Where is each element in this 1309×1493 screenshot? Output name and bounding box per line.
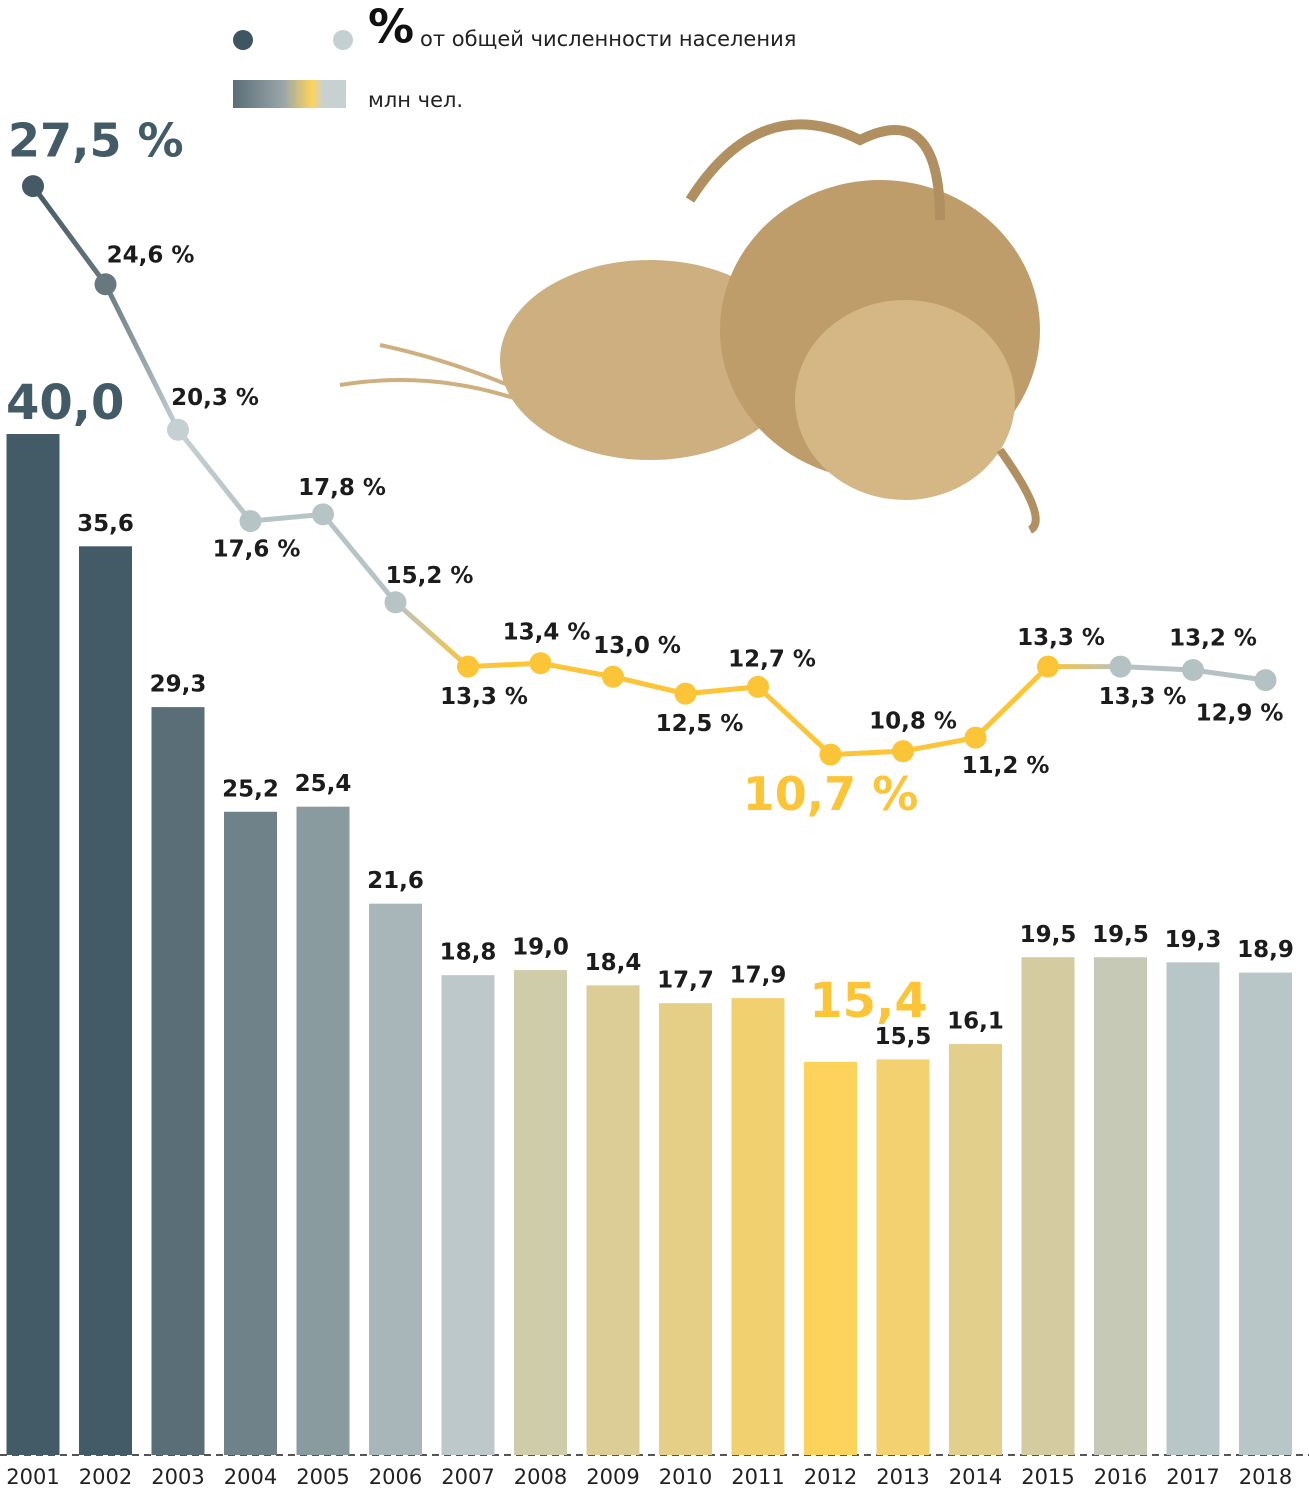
line-label: 15,2 %: [386, 563, 474, 589]
bar-label: 16,1: [947, 1009, 1004, 1035]
x-tick-label: 2017: [1166, 1465, 1219, 1489]
x-tick-label: 2001: [6, 1465, 59, 1489]
line-label: 13,2 %: [1169, 625, 1257, 651]
line-label: 13,3 %: [1017, 625, 1105, 651]
line-label: 13,3 %: [1099, 684, 1187, 710]
legend-swatch: [233, 80, 346, 108]
bar-label: 35,6: [77, 511, 134, 537]
line-point: [675, 683, 697, 705]
bar: [79, 546, 132, 1455]
line-point: [747, 676, 769, 698]
line-label: 24,6 %: [107, 243, 195, 269]
bar: [297, 807, 350, 1455]
line-point: [965, 727, 987, 749]
line-label: 13,0 %: [593, 633, 681, 659]
bar: [587, 985, 640, 1455]
bar: [369, 904, 422, 1455]
bar: [7, 434, 60, 1455]
illustration: [340, 124, 1040, 530]
legend-label: от общей численности населения: [420, 27, 796, 51]
line-label: 17,8 %: [298, 475, 386, 501]
line-point: [95, 273, 117, 295]
line-point: [1037, 656, 1059, 678]
line-label: 13,4 %: [503, 620, 591, 646]
bar: [152, 707, 205, 1455]
x-tick-label: 2007: [441, 1465, 494, 1489]
bar: [659, 1003, 712, 1455]
line-label: 17,6 %: [213, 537, 301, 563]
x-tick-label: 2014: [949, 1465, 1002, 1489]
line-label: 12,7 %: [728, 646, 816, 672]
line-point: [457, 656, 479, 678]
bar-label: 19,5: [1092, 922, 1149, 948]
line-point: [1182, 659, 1204, 681]
x-tick-label: 2008: [514, 1465, 567, 1489]
line-label: 27,5 %: [8, 114, 184, 168]
x-tick-label: 2005: [296, 1465, 349, 1489]
bar-label: 40,0: [6, 375, 124, 431]
bar: [442, 975, 495, 1455]
line-label: 10,7 %: [743, 767, 919, 821]
x-tick-label: 2006: [369, 1465, 422, 1489]
legend: % от общей численности населения млн чел…: [233, 0, 796, 112]
bar-label: 19,3: [1165, 927, 1222, 953]
legend-dot: [233, 30, 253, 50]
bar-label: 15,4: [809, 973, 927, 1029]
x-tick-label: 2004: [224, 1465, 277, 1489]
line-point: [892, 740, 914, 762]
x-tick-label: 2012: [804, 1465, 857, 1489]
line-label: 12,9 %: [1196, 701, 1284, 727]
line-label: 13,3 %: [440, 684, 528, 710]
line-point: [530, 652, 552, 674]
line-point: [312, 503, 334, 525]
bar: [804, 1062, 857, 1455]
bar: [877, 1059, 930, 1455]
line-label: 20,3 %: [171, 385, 259, 411]
x-tick-label: 2011: [731, 1465, 784, 1489]
bar-label: 19,0: [512, 935, 569, 961]
bar: [1239, 973, 1292, 1455]
chart: % от общей численности населения млн чел…: [0, 0, 1309, 1493]
bar-label: 29,3: [150, 672, 207, 698]
bar-label: 15,5: [875, 1024, 932, 1050]
x-tick-label: 2016: [1094, 1465, 1147, 1489]
x-tick-label: 2009: [586, 1465, 639, 1489]
bar: [949, 1044, 1002, 1455]
line-point: [1110, 656, 1132, 678]
bar-label: 17,9: [730, 963, 787, 989]
bar: [1094, 957, 1147, 1455]
line-label: 12,5 %: [656, 711, 744, 737]
x-tick-label: 2018: [1239, 1465, 1292, 1489]
bar: [1022, 957, 1075, 1455]
x-tick-label: 2003: [151, 1465, 204, 1489]
x-tick-label: 2010: [659, 1465, 712, 1489]
bar-label: 25,2: [222, 776, 279, 802]
x-tick-label: 2015: [1021, 1465, 1074, 1489]
legend-label: млн чел.: [368, 88, 463, 112]
line-point: [385, 591, 407, 613]
line-label: 11,2 %: [962, 753, 1050, 779]
line-point: [22, 175, 44, 197]
legend-unit: %: [368, 0, 414, 54]
bar-label: 18,4: [585, 950, 642, 976]
bar-label: 18,9: [1237, 937, 1294, 963]
legend-dot: [333, 30, 353, 50]
bar: [514, 970, 567, 1455]
bar-label: 18,8: [440, 940, 497, 966]
x-tick-label: 2002: [79, 1465, 132, 1489]
bar-label: 19,5: [1020, 922, 1077, 948]
bar: [732, 998, 785, 1455]
bar: [1167, 962, 1220, 1455]
x-tick-label: 2013: [876, 1465, 929, 1489]
line-point: [167, 419, 189, 441]
bar: [224, 812, 277, 1455]
bar-label: 21,6: [367, 868, 424, 894]
line-point: [820, 744, 842, 766]
bar-label: 25,4: [295, 771, 352, 797]
bar-label: 17,7: [657, 968, 714, 994]
line-point: [240, 510, 262, 532]
line-point: [1255, 669, 1277, 691]
line-label: 10,8 %: [869, 709, 957, 735]
line-point: [602, 666, 624, 688]
